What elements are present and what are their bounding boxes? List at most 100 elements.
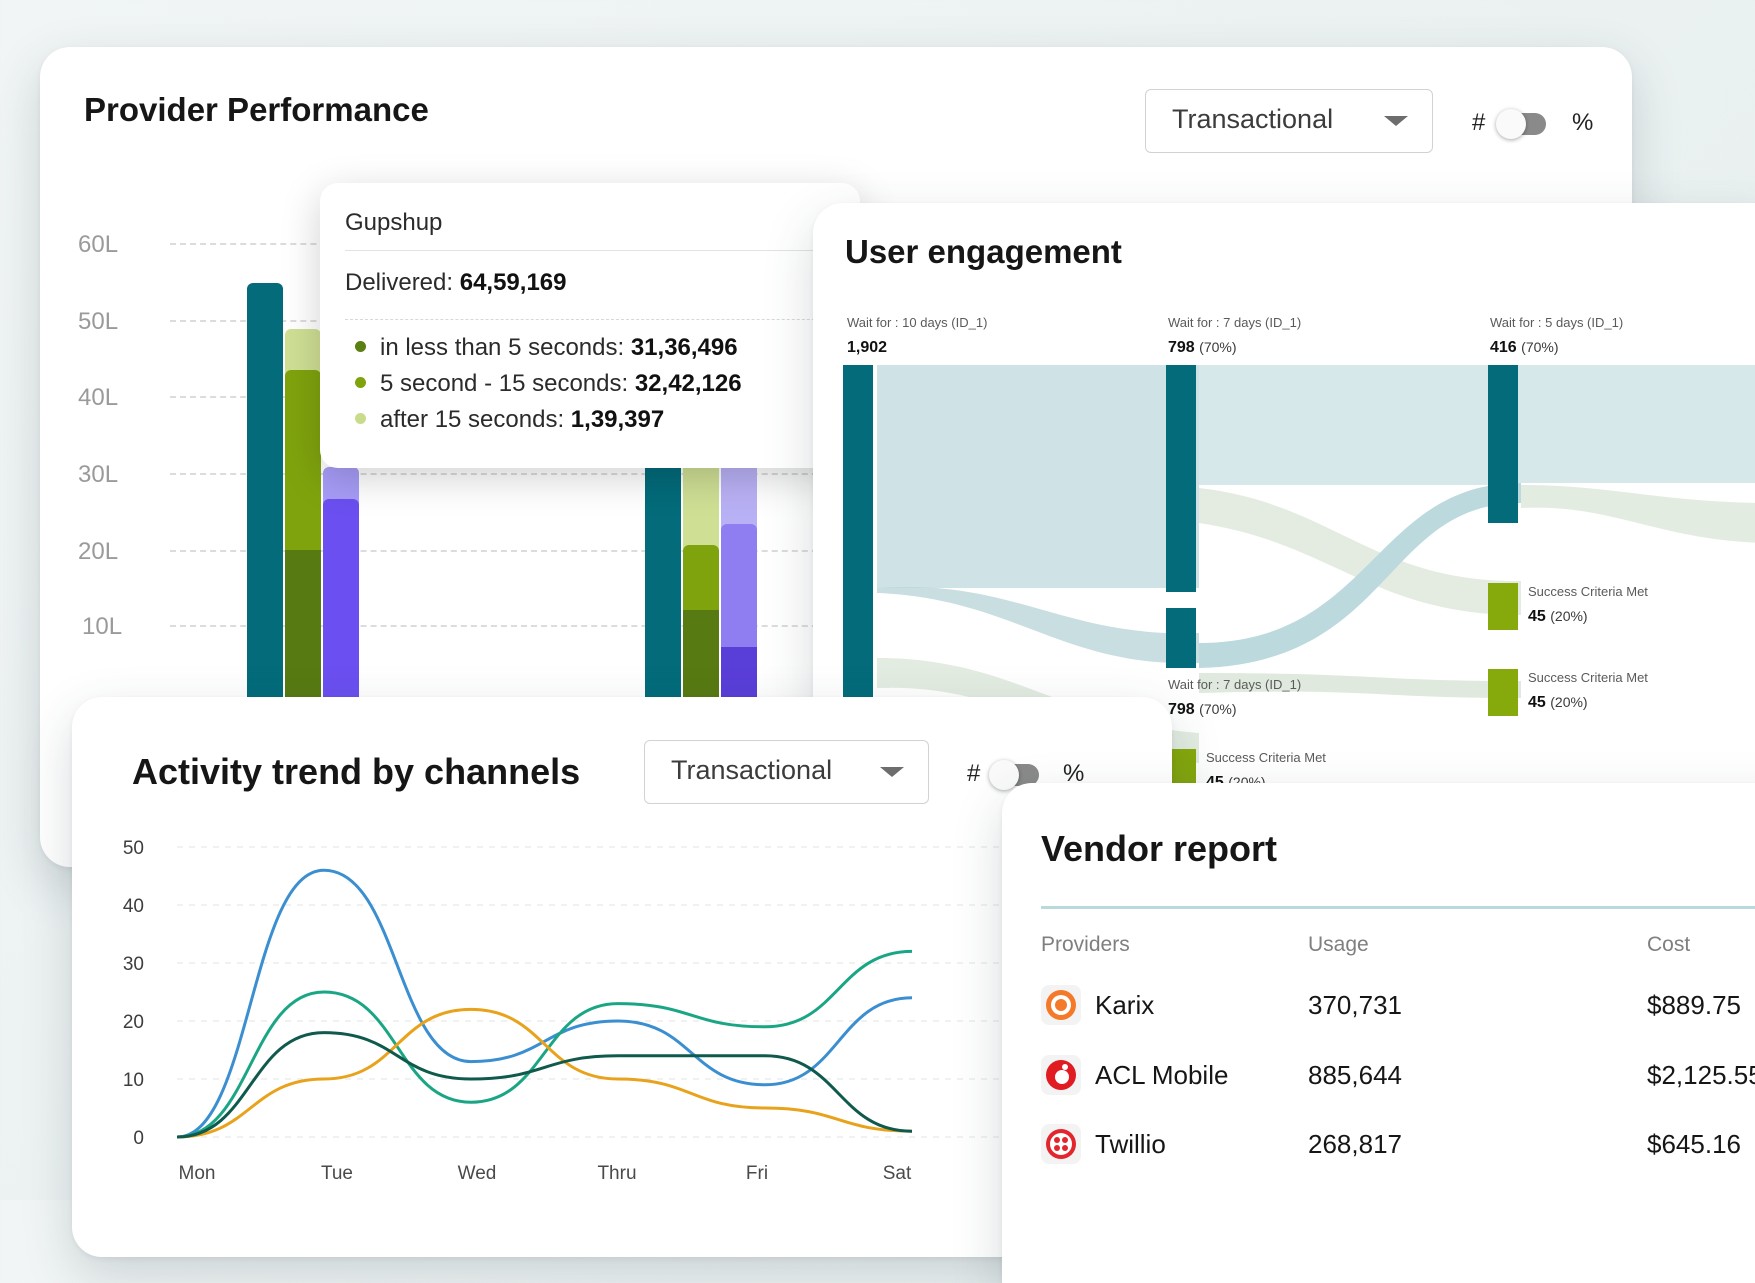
- y-tick-label: 50: [123, 838, 144, 859]
- provider-name: ACL Mobile: [1095, 1060, 1229, 1090]
- series-line-0: [176, 868, 913, 1139]
- sankey-node: [1488, 365, 1518, 523]
- x-tick-label: Mon: [179, 1163, 216, 1184]
- toggle-hash-label: #: [967, 760, 981, 787]
- x-tick-label: Wed: [458, 1163, 497, 1184]
- usage-value: 268,817: [1308, 1129, 1402, 1159]
- y-tick-label: 40L: [78, 384, 119, 411]
- tooltip-item-value: 32,42,126: [634, 370, 742, 397]
- tooltip-item: after 15 seconds: 1,39,397: [355, 406, 664, 434]
- y-tick-label: 60L: [78, 231, 119, 258]
- column-header-usage: Usage: [1308, 933, 1369, 956]
- count-percent-toggle[interactable]: # %: [967, 760, 1087, 800]
- sankey-node: [1488, 583, 1518, 630]
- tooltip-item-label: in less than 5 seconds:: [380, 334, 625, 361]
- series-line-3: [176, 1031, 913, 1139]
- cost-value: $645.16: [1647, 1129, 1741, 1159]
- usage-value: 885,644: [1308, 1060, 1402, 1090]
- acl-mobile-logo-icon: [1041, 1055, 1081, 1095]
- y-tick-label: 10L: [82, 613, 123, 640]
- tooltip-dashed-divider: [345, 319, 860, 320]
- x-tick-label: Tue: [321, 1163, 353, 1184]
- tooltip-provider-name: Gupshup: [345, 209, 443, 236]
- y-tick-label: 10: [123, 1070, 144, 1091]
- y-tick-label: 40: [123, 896, 144, 917]
- count-percent-toggle[interactable]: # %: [1472, 109, 1593, 149]
- dropdown-value: Transactional: [1172, 104, 1334, 134]
- tooltip-item-label: 5 second - 15 seconds:: [380, 370, 629, 397]
- tooltip-item-label: after 15 seconds:: [380, 406, 565, 433]
- node-caption: Wait for : 7 days (ID_1): [1168, 315, 1302, 330]
- provider-name: Karix: [1095, 990, 1155, 1020]
- provider-type-dropdown[interactable]: Transactional: [1145, 89, 1433, 153]
- sankey-node: [1166, 608, 1196, 668]
- series-line-1: [176, 949, 913, 1139]
- success-caption: Success Criteria Met: [1528, 584, 1648, 599]
- tooltip-item-value: 1,39,397: [570, 406, 665, 433]
- vendor-report-card: Vendor report Providers Usage Cost Karix…: [1002, 783, 1755, 1283]
- node-caption: Wait for : 5 days (ID_1): [1490, 315, 1624, 330]
- series-line-2: [176, 1007, 913, 1139]
- success-value: 45 (20%): [1528, 608, 1588, 625]
- tooltip-divider: [345, 250, 860, 251]
- sankey-flow: [1521, 485, 1755, 543]
- tooltip-item-value: 31,36,496: [630, 334, 738, 361]
- delivered-label: Delivered:: [345, 269, 454, 296]
- activity-trend-card: Activity trend by channels Transactional…: [72, 697, 1172, 1257]
- y-tick-label: 0: [133, 1128, 144, 1149]
- toggle-knob[interactable]: [1496, 109, 1526, 139]
- chevron-down-icon: [880, 767, 904, 777]
- toggle-knob[interactable]: [989, 760, 1019, 790]
- provider-name: Twillio: [1095, 1129, 1166, 1159]
- title-underline: [1041, 906, 1755, 909]
- success-caption: Success Criteria Met: [1528, 670, 1648, 685]
- tooltip-item: 5 second - 15 seconds: 32,42,126: [355, 370, 742, 398]
- y-tick-label: 20: [123, 1012, 144, 1033]
- success-caption: Success Criteria Met: [1206, 750, 1326, 765]
- x-tick-label: Thru: [597, 1163, 636, 1184]
- column-header-providers: Providers: [1041, 933, 1130, 956]
- y-tick-label: 20L: [78, 538, 119, 565]
- sankey-flow: [1199, 488, 1521, 615]
- x-tick-label: Fri: [746, 1163, 768, 1184]
- node-value: 798 (70%): [1168, 701, 1237, 718]
- sankey-flow: [1199, 673, 1521, 698]
- sankey-node: [1166, 365, 1196, 592]
- column-header-cost: Cost: [1647, 933, 1691, 956]
- delivered-value: 64,59,169: [459, 269, 567, 296]
- sankey-flow: [1199, 365, 1521, 485]
- user-engagement-title: User engagement: [845, 233, 1122, 270]
- node-value: 798 (70%): [1168, 339, 1237, 356]
- twilio-logo-icon: [1041, 1124, 1081, 1164]
- karix-logo-icon: [1041, 985, 1081, 1025]
- tooltip-item: in less than 5 seconds: 31,36,496: [355, 334, 738, 362]
- usage-value: 370,731: [1308, 990, 1402, 1020]
- success-value: 45 (20%): [1528, 694, 1588, 711]
- gupshup-tooltip: Gupshup Delivered: 64,59,169 in less tha…: [320, 183, 860, 468]
- provider-performance-title: Provider Performance: [84, 91, 429, 128]
- sankey-node: [843, 365, 873, 697]
- dropdown-value: Transactional: [671, 755, 833, 785]
- node-caption: Wait for : 10 days (ID_1): [847, 315, 988, 330]
- y-tick-label: 30: [123, 954, 144, 975]
- toggle-percent-label: %: [1063, 760, 1085, 787]
- cost-value: $889.75: [1647, 990, 1741, 1020]
- node-caption: Wait for : 7 days (ID_1): [1168, 677, 1302, 692]
- cost-value: $2,125.55: [1647, 1060, 1755, 1090]
- y-tick-label: 50L: [78, 308, 119, 335]
- channel-type-dropdown[interactable]: Transactional: [644, 740, 929, 804]
- legend-dot-icon: [355, 377, 366, 389]
- activity-trend-title: Activity trend by channels: [132, 751, 581, 792]
- tooltip-delivered: Delivered: 64,59,169: [345, 269, 567, 297]
- chevron-down-icon: [1384, 116, 1408, 126]
- y-tick-label: 30L: [78, 461, 119, 488]
- node-value: 1,902: [847, 339, 888, 356]
- legend-dot-icon: [355, 413, 366, 425]
- toggle-hash-label: #: [1472, 109, 1486, 136]
- sankey-flow: [1521, 365, 1755, 483]
- legend-dot-icon: [355, 341, 366, 353]
- sankey-flow: [877, 586, 1199, 664]
- sankey-flow: [1199, 483, 1521, 668]
- sankey-flow: [877, 365, 1199, 588]
- x-tick-label: Sat: [883, 1163, 912, 1184]
